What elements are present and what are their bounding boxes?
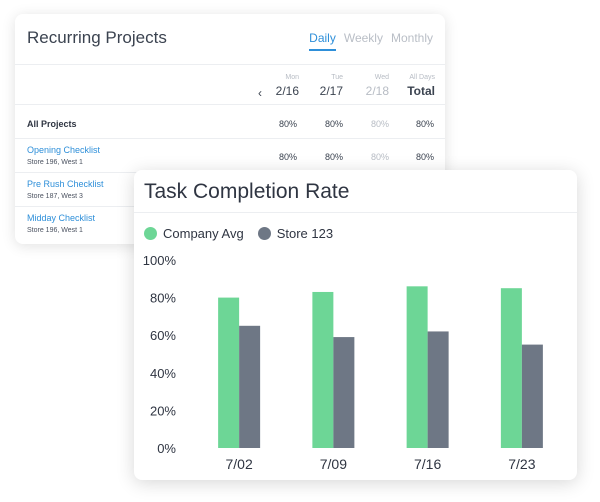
task-completion-card: Task Completion Rate Company Avg Store 1…: [134, 170, 577, 480]
column-header-wed: Wed 2/18: [357, 74, 389, 98]
legend-swatch: [144, 227, 157, 240]
y-tick-label: 80%: [150, 291, 176, 306]
chart-title: Task Completion Rate: [144, 180, 350, 203]
prev-dates-chevron-icon[interactable]: ‹: [258, 86, 262, 100]
column-header-total: All Days Total: [399, 74, 435, 98]
bar-company-avg: [500, 288, 522, 448]
column-day: Mon: [285, 74, 299, 81]
cell-value: 80%: [278, 152, 297, 162]
column-day: Tue: [331, 74, 343, 81]
y-tick-label: 40%: [150, 366, 176, 381]
column-header-mon: Mon 2/16: [267, 74, 299, 98]
bar-store-123: [239, 325, 261, 448]
cell-value: 80%: [415, 119, 434, 129]
project-link[interactable]: Pre Rush Checklist: [27, 179, 104, 189]
period-tabs: Daily Weekly Monthly: [309, 31, 433, 51]
bar-company-avg: [218, 297, 240, 448]
column-date: 2/16: [275, 84, 299, 98]
y-tick-label: 60%: [150, 328, 176, 343]
project-link[interactable]: Opening Checklist: [27, 145, 101, 155]
row-name: All Projects: [27, 119, 77, 129]
cell-value: 80%: [370, 119, 389, 129]
x-tick-label: 7/09: [320, 456, 347, 472]
bar-store-123: [521, 344, 543, 448]
recurring-projects-header: Recurring Projects Daily Weekly Monthly: [15, 14, 445, 65]
column-date: 2/18: [365, 84, 389, 98]
task-completion-header: Task Completion Rate: [134, 170, 577, 213]
bar-store-123: [427, 331, 449, 448]
column-header-tue: Tue 2/17: [311, 74, 343, 98]
column-day: Wed: [374, 74, 389, 81]
row-store: Store 187, West 3: [27, 193, 83, 200]
cell-value: 80%: [370, 152, 389, 162]
column-date: 2/17: [319, 84, 343, 98]
legend-swatch: [257, 227, 271, 240]
project-link[interactable]: Midday Checklist: [27, 213, 96, 223]
legend-label: Company Avg: [163, 226, 244, 241]
tab-daily[interactable]: Daily: [309, 31, 336, 51]
table-row: Opening Checklist Store 196, West 1 80% …: [15, 138, 445, 173]
y-tick-label: 0%: [157, 441, 176, 456]
row-store: Store 196, West 1: [27, 159, 83, 166]
y-tick-label: 20%: [150, 403, 176, 418]
column-date: Total: [407, 84, 435, 98]
legend-label: Store 123: [276, 226, 334, 241]
x-tick-label: 7/02: [226, 456, 253, 472]
cell-value: 80%: [324, 119, 343, 129]
table-row: All Projects 80% 80% 80% 80%: [15, 104, 445, 139]
tab-monthly[interactable]: Monthly: [390, 31, 433, 45]
completion-bar-chart: 0% 20% 40% 60% 80% 100% 7/02 7/09 7/16 7/23: [143, 253, 543, 472]
chart-legend: Company Avg Store 123: [144, 226, 347, 241]
bar-store-123: [333, 337, 355, 448]
x-tick-label: 7/16: [414, 456, 441, 472]
legend-item[interactable]: Store 123: [257, 226, 334, 241]
y-tick-label: 100%: [143, 253, 177, 268]
column-day: All Days: [409, 74, 435, 81]
cell-value: 80%: [324, 152, 343, 162]
bar-company-avg: [406, 286, 428, 448]
tab-weekly[interactable]: Weekly: [343, 31, 383, 45]
cell-value: 80%: [278, 119, 297, 129]
legend-item[interactable]: Company Avg: [144, 226, 244, 241]
recurring-projects-title: Recurring Projects: [27, 28, 167, 47]
cell-value: 80%: [415, 152, 434, 162]
row-store: Store 196, West 1: [27, 227, 83, 234]
bar-company-avg: [312, 291, 334, 448]
x-tick-label: 7/23: [508, 456, 535, 472]
